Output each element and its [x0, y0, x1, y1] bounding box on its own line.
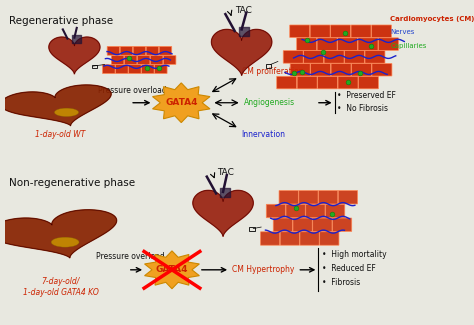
FancyBboxPatch shape	[133, 46, 146, 55]
FancyBboxPatch shape	[293, 218, 312, 231]
FancyBboxPatch shape	[324, 51, 344, 63]
FancyBboxPatch shape	[159, 46, 172, 55]
Text: •  No Fibrosis: • No Fibrosis	[337, 104, 388, 113]
FancyBboxPatch shape	[146, 46, 159, 55]
FancyBboxPatch shape	[142, 65, 154, 73]
Text: Angiogenesis: Angiogenesis	[244, 98, 295, 107]
Text: Non-regenerative phase: Non-regenerative phase	[9, 178, 136, 188]
Polygon shape	[193, 190, 253, 236]
Text: Cardiomyocytes (CM): Cardiomyocytes (CM)	[390, 16, 474, 22]
Text: TAC: TAC	[218, 168, 234, 177]
FancyBboxPatch shape	[290, 63, 310, 76]
FancyBboxPatch shape	[319, 232, 339, 245]
Text: •  High mortality: • High mortality	[321, 250, 386, 259]
FancyBboxPatch shape	[306, 204, 325, 218]
Text: •  Preserved EF: • Preserved EF	[337, 91, 396, 99]
FancyBboxPatch shape	[378, 38, 399, 50]
Text: CM Hypertrophy: CM Hypertrophy	[232, 265, 295, 274]
FancyBboxPatch shape	[330, 25, 351, 37]
FancyBboxPatch shape	[332, 218, 352, 231]
FancyBboxPatch shape	[102, 65, 115, 73]
FancyBboxPatch shape	[273, 218, 292, 231]
FancyBboxPatch shape	[319, 190, 338, 204]
FancyBboxPatch shape	[260, 232, 280, 245]
FancyBboxPatch shape	[358, 76, 378, 89]
Text: GATA4: GATA4	[156, 265, 188, 274]
FancyBboxPatch shape	[372, 25, 392, 37]
FancyBboxPatch shape	[352, 63, 372, 76]
FancyBboxPatch shape	[277, 76, 297, 89]
FancyBboxPatch shape	[338, 76, 358, 89]
Text: 1-day-old WT: 1-day-old WT	[36, 130, 86, 139]
FancyBboxPatch shape	[299, 190, 318, 204]
FancyBboxPatch shape	[116, 65, 128, 73]
FancyBboxPatch shape	[365, 51, 385, 63]
Ellipse shape	[51, 237, 79, 247]
Text: Innervation: Innervation	[242, 130, 286, 139]
FancyBboxPatch shape	[137, 56, 150, 64]
Polygon shape	[211, 30, 272, 75]
FancyBboxPatch shape	[297, 38, 317, 50]
FancyBboxPatch shape	[266, 204, 285, 218]
Polygon shape	[0, 85, 111, 125]
Polygon shape	[153, 83, 210, 123]
FancyBboxPatch shape	[286, 204, 305, 218]
FancyBboxPatch shape	[313, 218, 332, 231]
Text: 7-day-old/
1-day-old GATA4 KO: 7-day-old/ 1-day-old GATA4 KO	[23, 278, 99, 297]
FancyBboxPatch shape	[304, 51, 324, 63]
FancyBboxPatch shape	[318, 76, 337, 89]
FancyBboxPatch shape	[128, 65, 141, 73]
FancyBboxPatch shape	[326, 204, 345, 218]
FancyBboxPatch shape	[351, 25, 371, 37]
FancyBboxPatch shape	[283, 51, 303, 63]
FancyBboxPatch shape	[310, 63, 330, 76]
FancyBboxPatch shape	[331, 63, 351, 76]
Polygon shape	[145, 251, 200, 289]
FancyBboxPatch shape	[290, 25, 310, 37]
FancyBboxPatch shape	[372, 63, 392, 76]
FancyBboxPatch shape	[358, 38, 378, 50]
FancyBboxPatch shape	[310, 25, 330, 37]
Polygon shape	[0, 210, 117, 258]
FancyBboxPatch shape	[164, 56, 176, 64]
FancyBboxPatch shape	[338, 190, 357, 204]
FancyBboxPatch shape	[150, 56, 163, 64]
FancyBboxPatch shape	[297, 76, 317, 89]
FancyBboxPatch shape	[300, 232, 319, 245]
Text: TAC: TAC	[235, 6, 252, 15]
Text: GATA4: GATA4	[165, 98, 198, 107]
FancyBboxPatch shape	[337, 38, 357, 50]
FancyBboxPatch shape	[280, 232, 300, 245]
Text: Regenerative phase: Regenerative phase	[9, 16, 113, 26]
Text: •  Fibrosis: • Fibrosis	[321, 278, 360, 287]
Text: CM proliferation: CM proliferation	[242, 67, 303, 76]
FancyBboxPatch shape	[120, 46, 133, 55]
Text: Pressure overload: Pressure overload	[96, 252, 164, 261]
FancyBboxPatch shape	[345, 51, 365, 63]
FancyBboxPatch shape	[317, 38, 337, 50]
Text: Pressure overload: Pressure overload	[98, 86, 167, 95]
Polygon shape	[49, 37, 100, 74]
Ellipse shape	[55, 108, 79, 117]
FancyBboxPatch shape	[124, 56, 137, 64]
FancyBboxPatch shape	[107, 46, 120, 55]
FancyBboxPatch shape	[155, 65, 167, 73]
FancyBboxPatch shape	[279, 190, 298, 204]
FancyBboxPatch shape	[111, 56, 124, 64]
Text: Capillaries: Capillaries	[390, 43, 427, 49]
Text: •  Reduced EF: • Reduced EF	[321, 264, 375, 273]
Text: Nerves: Nerves	[390, 30, 415, 35]
